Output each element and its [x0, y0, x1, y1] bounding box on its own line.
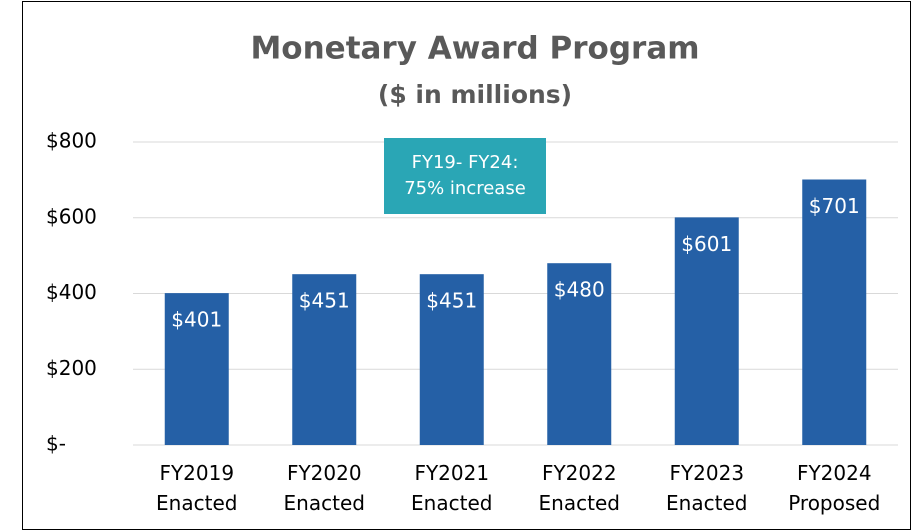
- bar: [164, 293, 229, 445]
- y-tick-label: $200: [46, 356, 97, 380]
- x-tick-label: FY2022 Enacted: [538, 461, 620, 515]
- x-tick-label: FY2024 Proposed: [788, 461, 881, 515]
- chart-subtitle: ($ in millions): [378, 80, 572, 109]
- y-tick-label: $800: [46, 129, 97, 153]
- bar: [674, 217, 739, 445]
- bar: [547, 263, 612, 445]
- y-tick-label: $400: [46, 280, 97, 304]
- value-label: $701: [809, 194, 860, 218]
- x-tick-label: FY2019 Enacted: [156, 461, 238, 515]
- x-tick-label: FY2023 Enacted: [666, 461, 748, 515]
- y-tick-label: $-: [46, 432, 66, 456]
- value-label: $480: [554, 278, 605, 302]
- value-label: $601: [681, 232, 732, 256]
- annotation: FY19- FY24: 75% increase: [384, 138, 546, 214]
- bar: [802, 179, 867, 445]
- value-label: $451: [299, 289, 350, 313]
- bar: [419, 274, 484, 445]
- x-tick-label: FY2020 Enacted: [283, 461, 365, 515]
- x-tick-label: FY2021 Enacted: [411, 461, 493, 515]
- y-tick-label: $600: [46, 204, 97, 228]
- value-label: $451: [426, 289, 477, 313]
- value-label: $401: [171, 308, 222, 332]
- bar: [292, 274, 357, 445]
- annotation-line: 75% increase: [404, 178, 526, 199]
- annotation-line: FY19- FY24:: [411, 152, 519, 173]
- chart-title: Monetary Award Program: [250, 31, 699, 67]
- frame: [22, 1, 911, 530]
